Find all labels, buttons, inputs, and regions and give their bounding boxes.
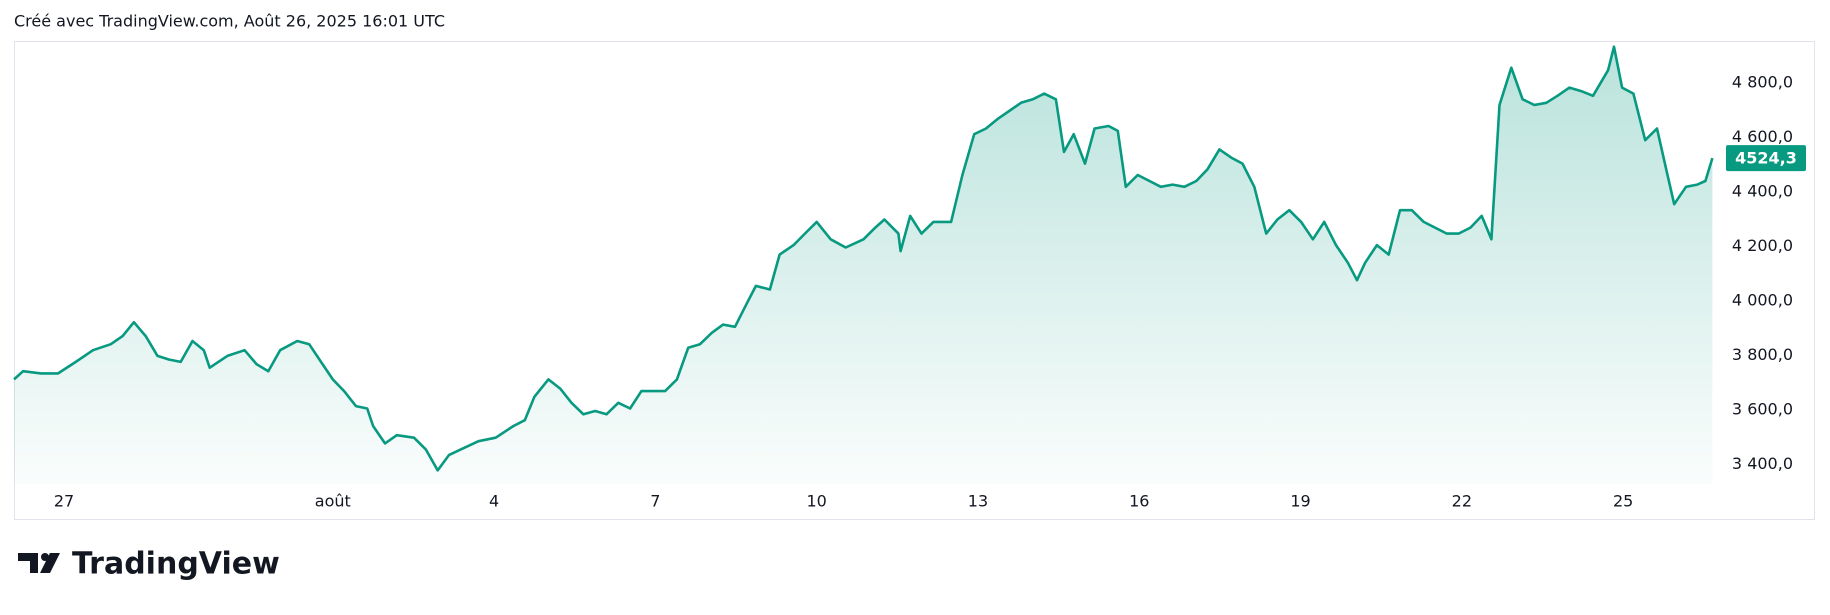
x-tick-label: 7 <box>650 492 660 511</box>
y-tick-label: 4 400,0 <box>1732 181 1793 200</box>
x-tick-label: 19 <box>1290 492 1310 511</box>
y-tick-label: 4 800,0 <box>1732 72 1793 91</box>
y-tick-label: 3 800,0 <box>1732 345 1793 364</box>
frame <box>14 41 1815 520</box>
y-tick-label: 4 600,0 <box>1732 127 1793 146</box>
y-tick-label: 4 200,0 <box>1732 236 1793 255</box>
plot: 3 400,0 3 600,0 3 800,0 4 000,0 4 200,0 4 400… <box>13 45 1806 511</box>
x-tick-label: 16 <box>1129 492 1149 511</box>
x-tick-label: 4 <box>489 492 499 511</box>
x-tick-label: août <box>315 492 351 511</box>
logo-icon <box>40 553 60 573</box>
y-tick-label: 3 600,0 <box>1732 399 1793 418</box>
header: Créé avec TradingView.com, Août 26, 2025… <box>14 12 445 31</box>
price-line <box>13 45 1714 472</box>
y-tick-label: 3 400,0 <box>1732 454 1793 473</box>
brand: TradingView <box>72 547 280 582</box>
y-tick-label: 4 000,0 <box>1732 290 1793 309</box>
area <box>14 46 1713 484</box>
x-tick-label: 10 <box>807 492 827 511</box>
logo: TradingView <box>18 547 280 582</box>
x-tick-label: 27 <box>54 492 74 511</box>
last-price-box <box>1726 145 1806 172</box>
last-price-label: 4524,3 <box>1735 149 1797 168</box>
logo-icon <box>18 553 38 573</box>
x-tick-label: 25 <box>1613 492 1633 511</box>
x-tick-label: 22 <box>1452 492 1472 511</box>
x-tick-label: 13 <box>968 492 988 511</box>
